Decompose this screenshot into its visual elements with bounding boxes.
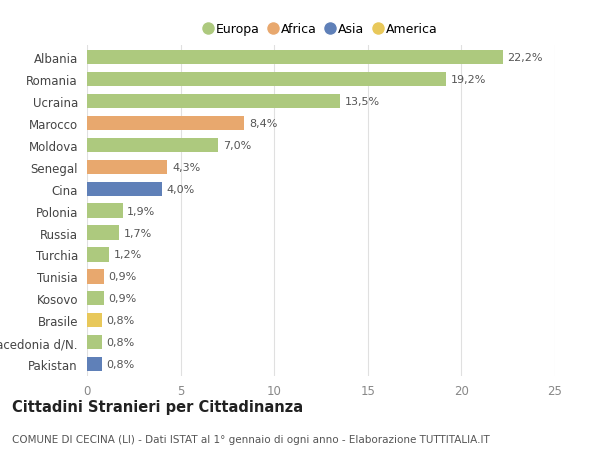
Text: 4,0%: 4,0% [167,184,195,194]
Text: 0,9%: 0,9% [109,294,137,304]
Bar [87,226,119,240]
Text: 22,2%: 22,2% [507,53,543,63]
Text: 0,8%: 0,8% [107,316,135,325]
Bar [87,291,104,306]
Bar [87,248,109,262]
Text: 0,8%: 0,8% [107,337,135,347]
Bar [87,95,340,109]
Text: Cittadini Stranieri per Cittadinanza: Cittadini Stranieri per Cittadinanza [12,399,303,414]
Text: 1,2%: 1,2% [114,250,142,260]
Text: 8,4%: 8,4% [249,118,277,129]
Text: 1,9%: 1,9% [127,206,155,216]
Text: 0,9%: 0,9% [109,272,137,282]
Bar [87,160,167,174]
Text: 1,7%: 1,7% [124,228,152,238]
Legend: Europa, Africa, Asia, America: Europa, Africa, Asia, America [205,23,437,36]
Bar [87,51,503,65]
Text: 4,3%: 4,3% [172,162,200,173]
Bar [87,313,102,328]
Text: 13,5%: 13,5% [344,97,380,106]
Text: 0,8%: 0,8% [107,359,135,369]
Bar [87,117,244,131]
Text: 7,0%: 7,0% [223,140,251,151]
Bar [87,336,102,350]
Bar [87,73,446,87]
Bar [87,182,162,196]
Text: COMUNE DI CECINA (LI) - Dati ISTAT al 1° gennaio di ogni anno - Elaborazione TUT: COMUNE DI CECINA (LI) - Dati ISTAT al 1°… [12,434,490,444]
Bar [87,270,104,284]
Text: 19,2%: 19,2% [451,75,487,85]
Bar [87,357,102,371]
Bar [87,204,122,218]
Bar [87,138,218,152]
